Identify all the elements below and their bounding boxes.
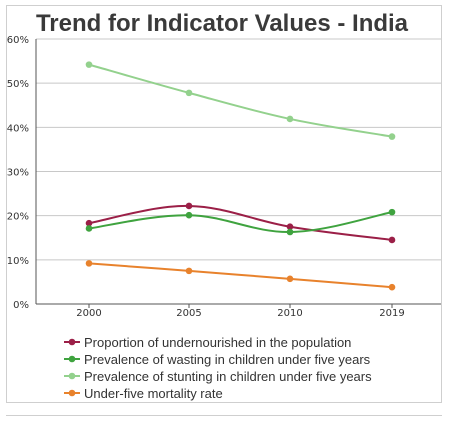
legend-label: Prevalence of stunting in children under… bbox=[84, 369, 372, 384]
data-point[interactable] bbox=[388, 236, 396, 244]
divider-line bbox=[6, 415, 442, 416]
data-point[interactable] bbox=[185, 211, 193, 219]
legend-item[interactable]: Under-five mortality rate bbox=[64, 386, 223, 401]
data-point[interactable] bbox=[286, 223, 294, 231]
y-tick-label: 60% bbox=[7, 35, 29, 46]
data-point[interactable] bbox=[85, 61, 93, 68]
x-tick-label: 2010 bbox=[277, 308, 302, 319]
y-tick-label: 20% bbox=[7, 212, 29, 223]
y-tick-label: 30% bbox=[7, 168, 29, 179]
data-point[interactable] bbox=[185, 89, 193, 97]
legend-label: Prevalence of wasting in children under … bbox=[84, 352, 371, 367]
data-point[interactable] bbox=[185, 267, 193, 275]
y-tick-label: 10% bbox=[7, 256, 29, 267]
data-point[interactable] bbox=[85, 260, 93, 267]
legend-item[interactable]: Proportion of undernourished in the popu… bbox=[64, 335, 351, 350]
data-point[interactable] bbox=[388, 208, 396, 216]
x-tick-label: 2005 bbox=[176, 308, 201, 319]
data-point[interactable] bbox=[185, 202, 193, 210]
y-axis-ticks: 0% 10% 20% 30% 40% 50% 60% bbox=[7, 35, 29, 311]
series-line-proportion-of-undernourished-in-the-popu bbox=[88, 204, 393, 241]
legend-swatch-marker bbox=[68, 338, 76, 346]
series-group bbox=[85, 61, 396, 291]
series-line-under-five-mortality-rate bbox=[88, 262, 393, 289]
y-tick-label: 50% bbox=[7, 79, 29, 90]
data-point[interactable] bbox=[388, 283, 396, 291]
x-axis-ticks: 2000 2005 2010 2019 bbox=[76, 304, 405, 319]
legend-swatch-marker bbox=[68, 355, 76, 363]
data-point[interactable] bbox=[388, 133, 396, 140]
chart-frame bbox=[6, 5, 442, 403]
legend: Proportion of undernourished in the popu… bbox=[64, 335, 372, 401]
x-tick-label: 2000 bbox=[76, 308, 101, 319]
legend-label: Proportion of undernourished in the popu… bbox=[84, 335, 351, 350]
data-point[interactable] bbox=[286, 275, 294, 283]
grid-lines bbox=[35, 38, 441, 305]
legend-label: Under-five mortality rate bbox=[84, 386, 223, 401]
data-point[interactable] bbox=[286, 228, 294, 236]
legend-swatch-marker bbox=[68, 389, 76, 397]
data-point[interactable] bbox=[286, 115, 294, 123]
series-line-prevalence-of-wasting-in-children-under- bbox=[88, 211, 393, 234]
x-tick-label: 2019 bbox=[379, 308, 404, 319]
y-tick-label: 0% bbox=[13, 300, 29, 311]
legend-item[interactable]: Prevalence of wasting in children under … bbox=[64, 352, 371, 367]
chart-title: Trend for Indicator Values - India bbox=[36, 10, 409, 37]
legend-item[interactable]: Prevalence of stunting in children under… bbox=[64, 369, 372, 384]
data-point[interactable] bbox=[85, 225, 93, 232]
legend-swatch-marker bbox=[68, 372, 76, 380]
y-tick-label: 40% bbox=[7, 123, 29, 134]
series-line-prevalence-of-stunting-in-children-under bbox=[88, 63, 393, 138]
data-point[interactable] bbox=[85, 219, 93, 227]
